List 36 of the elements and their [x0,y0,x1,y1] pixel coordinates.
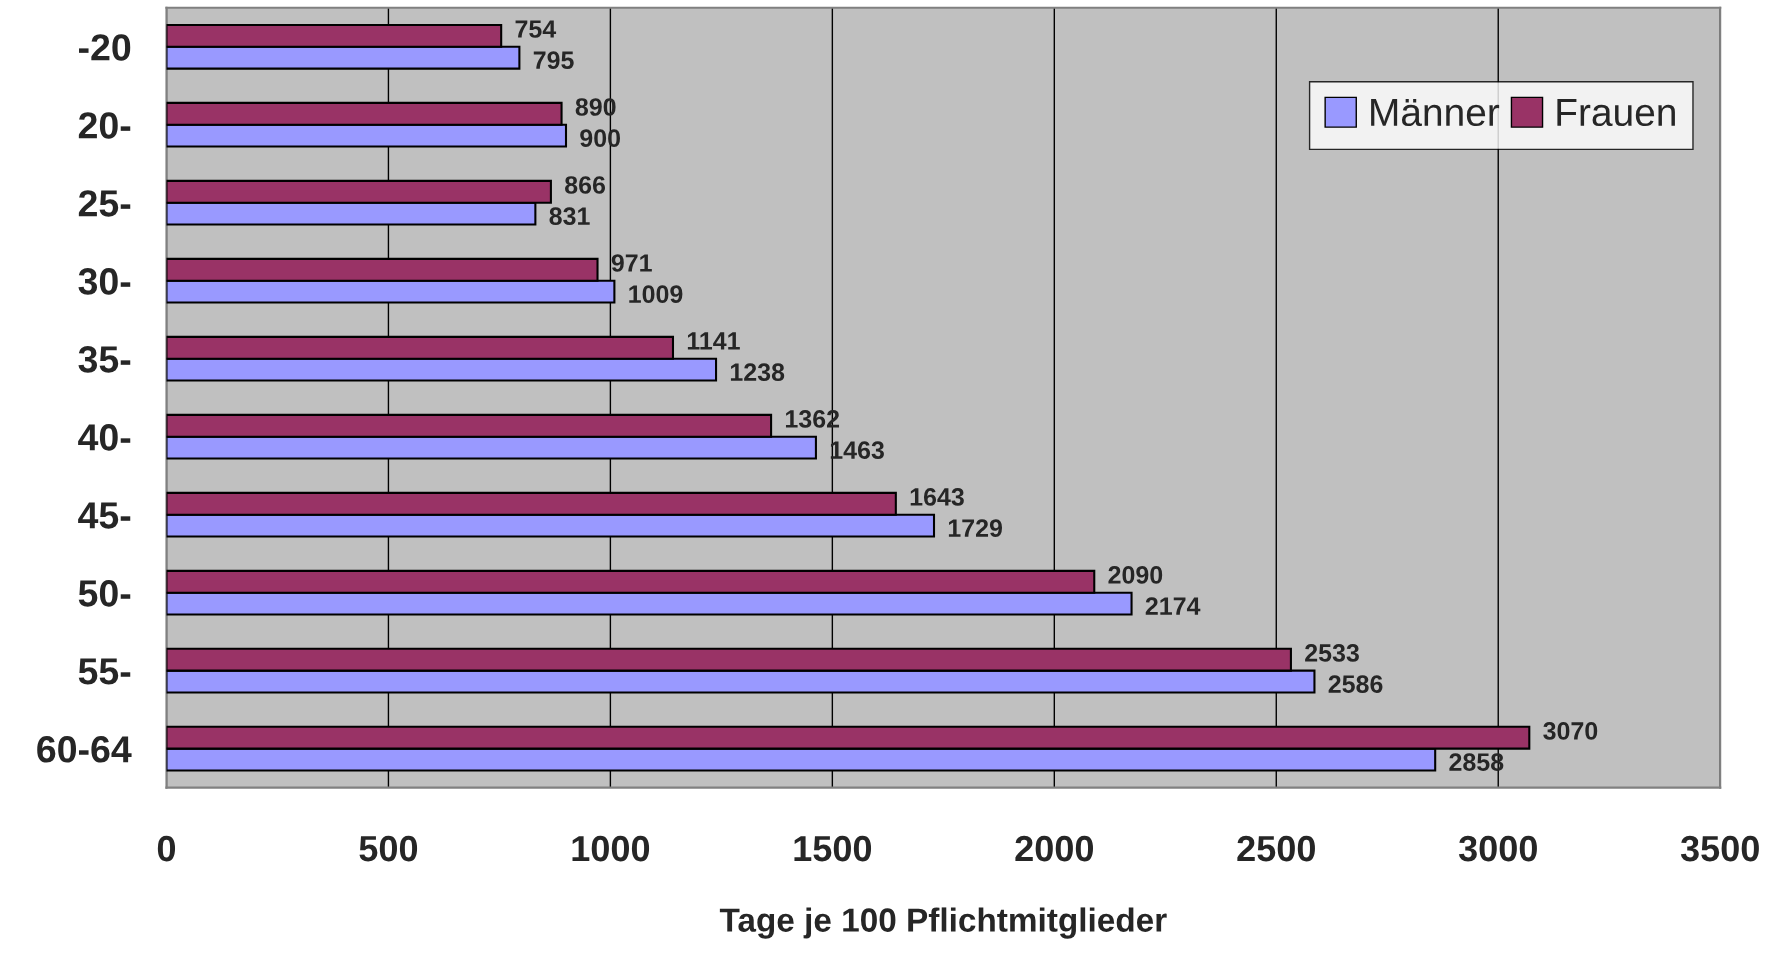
data-label: 754 [515,20,557,38]
y-tick-label: 35- [78,346,131,373]
x-tick-label: 2000 [1015,835,1093,862]
data-label: 795 [533,51,574,70]
data-label: 1009 [629,285,683,304]
data-label: 3070 [1543,722,1598,740]
data-label: 1643 [910,488,964,506]
y-tick-label: 40- [78,424,131,451]
legend-label: Frauen [1557,98,1675,127]
x-tick-label: 2500 [1237,835,1315,862]
y-tick-label: -20 [79,34,131,61]
legend-label: Männer [1371,98,1500,127]
data-label: 1238 [730,363,785,382]
y-tick-label: 50- [78,580,131,607]
y-tick-label: 25- [78,190,131,217]
y-tick-label: 20- [78,112,131,139]
data-label: 2174 [1145,597,1201,615]
data-label: 1141 [687,332,740,350]
y-tick-label: 55- [78,658,131,685]
x-tick-label: 500 [359,835,418,862]
x-tick-label: 1000 [572,835,650,862]
x-tick-label: 3000 [1458,835,1537,862]
x-tick-label: 0 [157,835,176,862]
data-label: 2090 [1108,566,1163,584]
data-label: 831 [549,207,590,226]
data-label: 971 [611,254,652,272]
x-axis-title: Tage je 100 Pflichtmitglieder [719,907,1167,939]
x-tick-label: 3500 [1680,835,1759,862]
data-label: 866 [565,176,606,194]
x-tick-label: 1500 [794,835,872,862]
y-tick-label: 30- [78,268,131,295]
data-label: 1729 [948,519,1003,537]
data-label: 2533 [1305,644,1359,662]
data-label: 2586 [1328,675,1383,693]
y-tick-label: 45- [78,502,131,529]
y-tick-label: 60-64 [37,736,132,763]
